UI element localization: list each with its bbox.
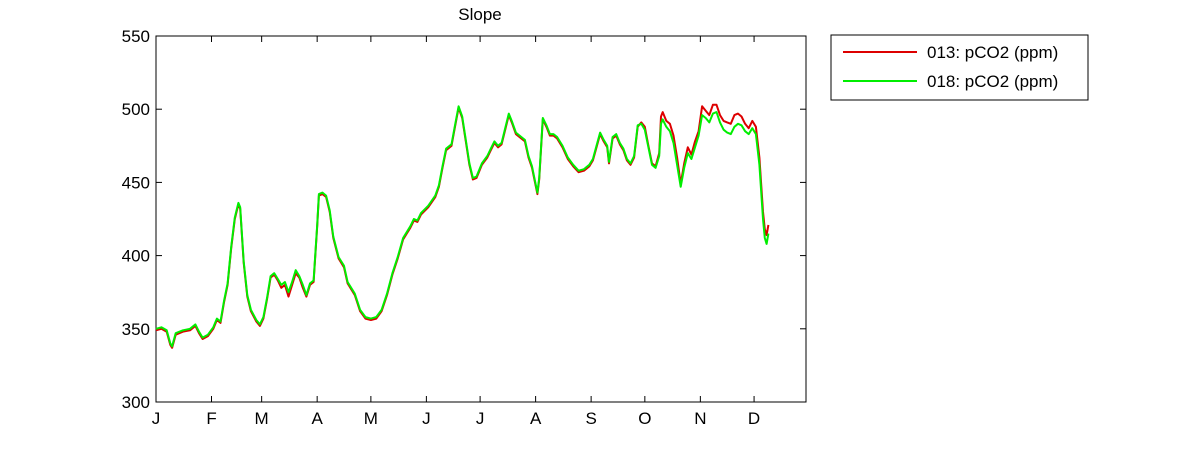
legend-label-2: 018: pCO2 (ppm): [927, 72, 1058, 91]
series-line-2: [155, 105, 770, 348]
x-tick-label: A: [530, 409, 542, 428]
y-tick-label: 400: [122, 247, 150, 266]
legend: 013: pCO2 (ppm) 018: pCO2 (ppm): [830, 34, 1089, 101]
legend-box: [830, 34, 1089, 101]
y-tick-label: 300: [122, 393, 150, 412]
x-tick-label: M: [255, 409, 269, 428]
x-tick-label: M: [364, 409, 378, 428]
x-tick-label: D: [748, 409, 760, 428]
chart-title: Slope: [458, 5, 501, 24]
series-layer: [155, 103, 770, 349]
x-tick-label: O: [638, 409, 651, 428]
y-tick-label: 550: [122, 27, 150, 46]
x-tick-label: S: [585, 409, 596, 428]
y-axis: 300 350 400 450 500 550: [122, 27, 806, 412]
x-tick-label: J: [422, 409, 431, 428]
x-tick-label: A: [311, 409, 323, 428]
x-tick-label: N: [694, 409, 706, 428]
x-tick-label: J: [476, 409, 485, 428]
y-tick-label: 450: [122, 173, 150, 192]
plot-area: [155, 35, 807, 403]
x-tick-label: J: [152, 409, 161, 428]
legend-label-1: 013: pCO2 (ppm): [927, 43, 1058, 62]
x-tick-label: F: [206, 409, 216, 428]
y-tick-label: 350: [122, 320, 150, 339]
y-tick-label: 500: [122, 100, 150, 119]
